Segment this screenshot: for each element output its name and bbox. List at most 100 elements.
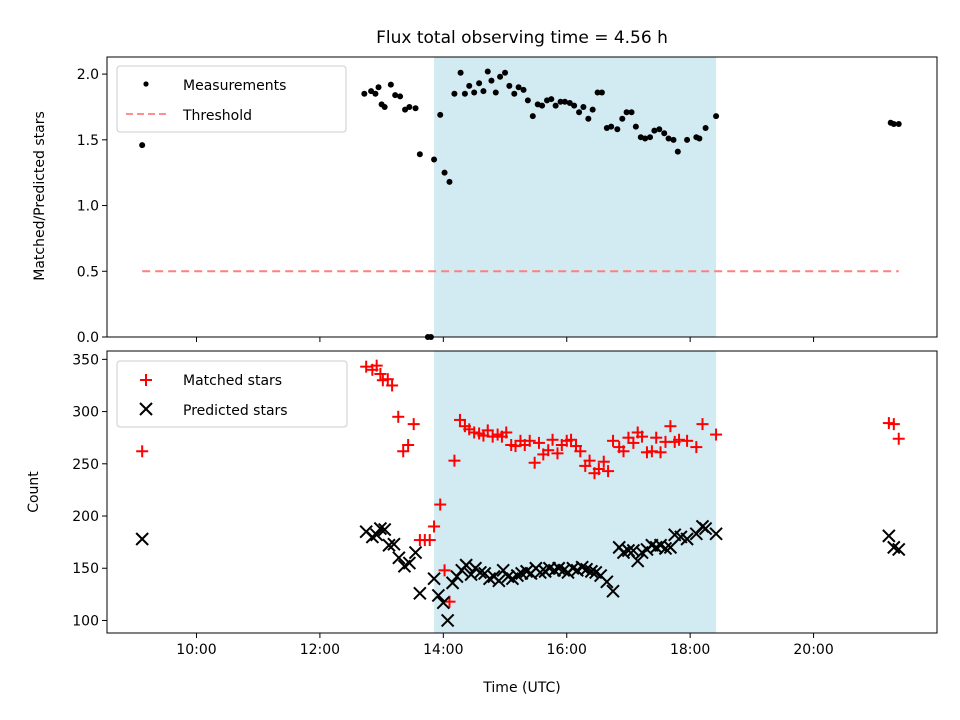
measurement-point — [656, 126, 663, 133]
measurement-point — [713, 113, 720, 120]
legend-marker-measurements — [143, 81, 149, 87]
count-legend-box — [116, 360, 348, 428]
ratio-y-axis-label: Matched/Predicted stars — [32, 111, 48, 281]
measurement-point — [480, 88, 487, 95]
y-tick-label: 2.0 — [77, 67, 99, 83]
measurement-point — [392, 92, 399, 99]
measurement-point — [387, 81, 394, 88]
predicted-stars-point — [892, 542, 906, 557]
y-tick-label: 150 — [72, 561, 99, 577]
matched-stars-point — [428, 520, 441, 533]
predicted-stars-point — [135, 532, 149, 546]
measurement-point — [614, 126, 621, 133]
predicted-stars-point — [626, 543, 641, 558]
measurement-point — [139, 142, 146, 149]
predicted-stars-point — [431, 588, 446, 603]
predicted-stars-point — [698, 521, 713, 536]
matched-stars-point — [887, 418, 900, 431]
measurement-point — [461, 90, 468, 97]
predicted-stars-point — [445, 576, 460, 590]
observing-window-shade — [434, 351, 717, 633]
matched-stars-point — [583, 454, 596, 467]
predicted-stars-point — [369, 528, 384, 542]
matched-stars-point — [627, 436, 640, 449]
observing-window-shade — [434, 57, 717, 337]
matched-stars-point — [597, 455, 610, 468]
measurement-point — [375, 84, 382, 91]
measurement-point — [684, 136, 691, 143]
predicted-stars-point — [408, 545, 423, 560]
predicted-stars-point — [492, 574, 506, 588]
matched-stars-point — [386, 379, 399, 392]
measurement-point — [589, 106, 596, 113]
matched-stars-point — [360, 360, 373, 373]
predicted-stars-point — [510, 568, 525, 583]
x-tick-label: 16:00 — [547, 642, 587, 658]
x-tick-label: 14:00 — [423, 642, 463, 658]
count-y-axis-label: Count — [26, 471, 42, 513]
measurement-point — [492, 89, 499, 96]
matched-stars-point — [636, 430, 649, 443]
ratio-legend-box — [116, 65, 347, 133]
y-tick-label: 0.0 — [77, 330, 99, 346]
predicted-stars-point — [533, 565, 547, 580]
matched-stars-point — [434, 498, 447, 511]
matched-stars-point — [574, 445, 587, 458]
y-tick-label: 1.0 — [77, 199, 99, 215]
x-tick-label: 18:00 — [670, 642, 710, 658]
matched-stars-point — [710, 428, 723, 441]
predicted-stars-point — [575, 560, 589, 574]
predicted-stars-point — [427, 571, 441, 586]
measurement-point — [484, 68, 491, 75]
measurement-point — [431, 156, 438, 163]
predicted-stars-point — [373, 521, 388, 536]
measurement-point — [632, 123, 639, 130]
measurement-point — [446, 178, 453, 185]
matched-stars-point — [402, 439, 415, 451]
matched-stars-point — [690, 441, 703, 454]
matched-stars-point — [654, 446, 667, 459]
measurement-point — [665, 135, 672, 142]
measurement-point — [502, 69, 509, 76]
predicted-stars-point — [680, 532, 694, 546]
measurement-point — [515, 84, 522, 91]
legend-label-measurements: Measurements — [183, 78, 286, 94]
predicted-stars-point — [600, 575, 614, 589]
measurement-point — [552, 102, 559, 109]
matched-stars-point — [453, 413, 466, 426]
predicted-stars-point — [606, 584, 620, 598]
predicted-stars-point — [377, 522, 392, 537]
matched-stars-point — [407, 418, 420, 431]
predicted-stars-point — [382, 538, 396, 552]
measurement-point — [488, 77, 495, 84]
matched-stars-point — [650, 431, 663, 444]
measurement-point — [381, 103, 388, 110]
predicted-stars-point — [663, 540, 678, 555]
measurement-point — [466, 82, 473, 89]
y-tick-label: 100 — [72, 613, 99, 629]
ratio-panel: 0.0 0.5 1.0 1.5 2.0 Flux total observing tim… — [32, 28, 938, 346]
measurement-point — [557, 98, 564, 105]
predicted-stars-point — [882, 529, 896, 543]
measurement-point — [524, 97, 531, 104]
count-panel: 100 150 200 250 300 350 10:00 12:00 14:00 16:00 1… — [26, 350, 938, 696]
measurement-point — [397, 93, 404, 100]
measurement-point — [529, 113, 536, 120]
measurement-point — [561, 98, 568, 105]
matched-stars-point — [392, 410, 405, 423]
matched-stars-point — [892, 432, 905, 445]
measurement-point — [702, 124, 709, 131]
x-axis-label: Time (UTC) — [482, 680, 560, 696]
measurement-point — [476, 80, 483, 87]
measurement-point — [647, 134, 654, 141]
matched-stars-point — [381, 373, 394, 386]
legend-label-matched: Matched stars — [183, 373, 282, 389]
matched-stars-point — [565, 433, 578, 446]
predicted-stars-point — [709, 527, 723, 541]
measurement-point — [619, 115, 626, 122]
predicted-stars-point — [436, 596, 451, 610]
predicted-stars-point — [402, 556, 417, 570]
count-panel-frame — [106, 350, 938, 634]
measurement-point — [372, 90, 379, 97]
measurement-point — [416, 151, 423, 158]
